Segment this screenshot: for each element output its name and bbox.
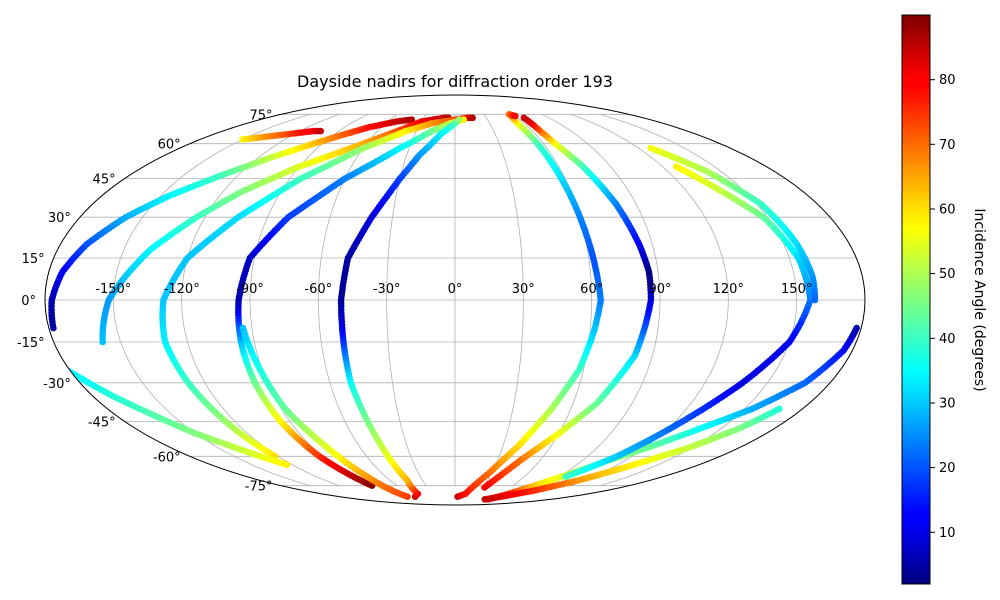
data-point — [853, 324, 860, 332]
track-6 — [235, 116, 468, 490]
lat-tick-label: 0° — [21, 294, 36, 309]
data-point — [562, 473, 570, 481]
lon-tick-label: -30° — [373, 282, 401, 297]
data-point — [52, 359, 59, 367]
lon-tick-label: -150° — [95, 282, 131, 297]
latitude-tick-labels: -75° -60° -45° -30° -15° 0° 15° 30° 45° 60° 75° — [17, 108, 273, 494]
lat-tick-label: 75° — [249, 108, 272, 123]
track-9 — [454, 111, 605, 501]
data-point — [45, 345, 53, 353]
track-14 — [647, 144, 819, 304]
data-point — [239, 324, 247, 332]
colorbar-label: Incidence Angle (degrees) — [971, 208, 987, 391]
colorbar-tick-label: 10 — [939, 526, 956, 541]
lon-tick-label: 0° — [448, 282, 463, 297]
data-point — [45, 342, 52, 350]
lat-tick-label: -15° — [17, 336, 45, 351]
lat-tick-label: 30° — [48, 211, 71, 226]
lon-tick-label: 90° — [648, 282, 671, 297]
data-point — [811, 296, 819, 304]
lat-tick-label: -60° — [153, 450, 181, 465]
colorbar-tick-label: 50 — [939, 267, 956, 282]
track-7 — [239, 324, 411, 501]
map-boundary — [44, 94, 866, 506]
data-point — [283, 461, 291, 469]
lon-tick-label: 60° — [580, 282, 603, 297]
track-12 — [481, 114, 655, 491]
chart-title: Dayside nadirs for diffraction order 193 — [297, 72, 613, 91]
data-point — [520, 114, 528, 122]
data-point — [47, 351, 54, 359]
data-point — [469, 114, 477, 122]
longitude-tick-labels: -150° -120° -90° -60° -30° 0° 30° 60° 90° 120° 150… — [95, 282, 812, 297]
data-point — [59, 364, 67, 372]
colorbar-tick-label: 80 — [939, 73, 956, 88]
lat-tick-label: 60° — [158, 138, 181, 153]
data-point — [317, 127, 325, 135]
data-point — [49, 357, 57, 365]
lat-tick-label: -75° — [245, 480, 273, 495]
track-2 — [239, 127, 325, 143]
lon-tick-label: 30° — [512, 282, 535, 297]
data-point — [45, 339, 51, 347]
lon-tick-label: 150° — [781, 282, 812, 297]
map-grid — [45, 113, 865, 487]
data-point — [48, 354, 55, 362]
lon-tick-label: -90° — [236, 282, 264, 297]
colorbar-tick-label: 40 — [939, 332, 956, 347]
lat-tick-label: 45° — [93, 173, 116, 188]
data-point — [57, 362, 64, 370]
lat-tick-label: 15° — [22, 252, 45, 267]
lat-tick-label: -30° — [43, 377, 71, 392]
track-10 — [484, 324, 860, 503]
data-point — [456, 116, 463, 123]
track-5 — [45, 330, 291, 469]
track-4 — [159, 114, 477, 460]
lon-tick-label: -60° — [304, 282, 332, 297]
colorbar-ticks: 10 20 30 40 50 60 70 80 — [930, 73, 956, 541]
track-8 — [337, 116, 463, 501]
data-point — [54, 361, 62, 368]
track-11 — [481, 405, 783, 503]
lat-tick-label: -45° — [88, 415, 116, 430]
data-point — [46, 348, 53, 356]
colorbar-tick-label: 30 — [939, 397, 956, 412]
colorbar-bar — [901, 14, 931, 585]
colorbar-tick-label: 70 — [939, 138, 956, 153]
data-point — [512, 112, 519, 120]
data-point — [776, 405, 783, 413]
track-1 — [48, 116, 416, 332]
colorbar: 10 20 30 40 50 60 70 80 Incidence Angle (degree… — [901, 14, 987, 585]
data-points — [45, 111, 860, 503]
lon-tick-label: 120° — [713, 282, 744, 297]
colorbar-tick-label: 20 — [939, 461, 956, 476]
colorbar-tick-label: 60 — [939, 203, 956, 218]
lon-tick-label: -120° — [164, 282, 200, 297]
track-13 — [562, 163, 814, 481]
track-3 — [99, 114, 453, 346]
